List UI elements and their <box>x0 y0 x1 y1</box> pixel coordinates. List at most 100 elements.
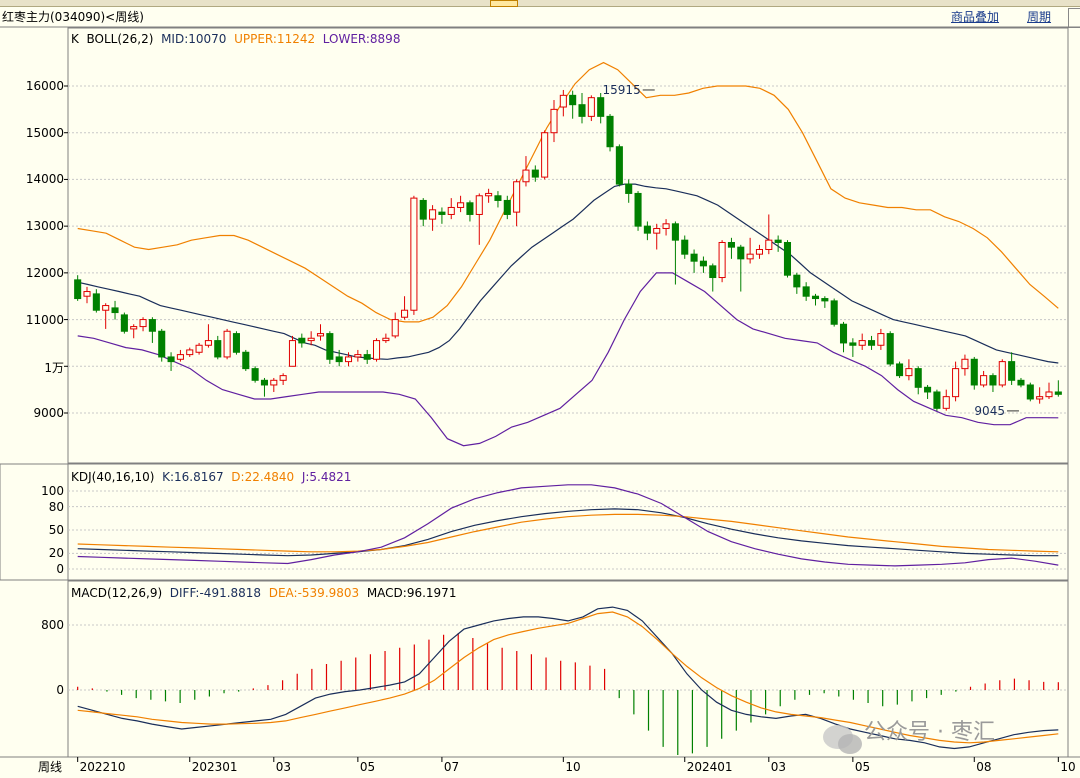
candle-down <box>690 253 698 262</box>
legend-lower: LOWER:8898 <box>322 32 401 46</box>
candle-down <box>615 146 623 185</box>
candle-down <box>737 246 745 260</box>
candle-down <box>989 375 997 386</box>
candle-up <box>391 319 399 337</box>
watermark-text: 公众号 · 枣汇 <box>864 720 995 745</box>
candle-up <box>998 361 1006 386</box>
legend-prefix: K <box>71 32 79 46</box>
candle-down <box>625 183 633 194</box>
legend-diff: DIFF:-491.8818 <box>169 586 262 600</box>
candle-down <box>569 94 577 106</box>
kdj-y-tick-label: 0 <box>56 562 64 576</box>
candle-down <box>597 97 605 117</box>
candle-down <box>326 333 334 360</box>
candle-down <box>634 192 642 227</box>
candle-down <box>606 115 614 148</box>
candle-up <box>401 309 409 318</box>
candle-down <box>783 241 792 276</box>
legend-kdj: KDJ(40,16,10) <box>71 470 155 484</box>
main-y-tick-label: 9000 <box>33 406 64 420</box>
legend-macd-value: MACD:96.1971 <box>366 586 457 600</box>
candle-down <box>924 386 932 393</box>
candle-up <box>755 249 763 255</box>
candle-down <box>933 391 941 409</box>
candle-down <box>419 199 427 220</box>
candle-down <box>494 195 502 201</box>
candle-down <box>438 211 446 215</box>
candle-up <box>429 209 437 220</box>
toolbar-tab-strip <box>0 0 1080 7</box>
candle-up <box>485 192 493 197</box>
candle-down <box>811 295 820 300</box>
x-tick-label: 10 <box>565 760 581 774</box>
main-y-tick-label: 16000 <box>25 79 64 93</box>
candle-down <box>363 354 371 360</box>
legend-upper: UPPER:11242 <box>234 32 316 46</box>
candle-up <box>373 340 381 360</box>
macd-dea-line <box>77 611 1059 744</box>
kdj-y-tick-label: 50 <box>48 523 64 537</box>
macd-diff-line <box>77 606 1059 750</box>
candle-up <box>961 358 969 370</box>
candle-down <box>466 202 474 215</box>
legend-dea: DEA:-539.9803 <box>268 586 360 600</box>
macd-series <box>77 606 1059 755</box>
kdj-y-tick-label: 80 <box>48 499 64 514</box>
macd-y-tick-label: 800 <box>41 618 64 632</box>
candle-down <box>1017 379 1025 386</box>
candle-down <box>671 223 679 241</box>
candle-up <box>382 337 390 342</box>
candle-up <box>513 181 521 213</box>
kdj-y-tick-label: 100 <box>41 484 64 498</box>
panel-frame <box>67 27 1069 464</box>
candle-up <box>475 195 483 215</box>
boll-upper-line <box>77 61 1059 323</box>
candle-up <box>204 340 212 346</box>
wechat-logo-icon-bubble <box>838 734 862 754</box>
candle-down <box>531 169 539 178</box>
legend-d: D:22.4840 <box>231 470 295 484</box>
period-link[interactable]: 周期 <box>1027 10 1052 24</box>
candle-up <box>559 94 567 108</box>
candle-up <box>139 319 147 328</box>
candle-down <box>503 199 511 215</box>
main-y-tick-label: 14000 <box>25 172 64 187</box>
x-tick-label: 07 <box>443 760 460 774</box>
candle-up <box>130 326 138 330</box>
candle-down <box>793 274 801 288</box>
x-tick-label: 10 <box>1060 760 1076 774</box>
candle-down <box>643 225 651 234</box>
main-y-tick-label: 11000 <box>25 312 64 327</box>
candle-down <box>1026 384 1034 400</box>
kdj-j-line <box>77 484 1059 567</box>
candle-up <box>980 375 988 386</box>
boll-lower-line <box>77 272 1059 447</box>
legend-mid: MID:10070 <box>161 32 227 46</box>
candle-down <box>709 265 717 279</box>
candle-up <box>288 340 297 367</box>
candle-up <box>307 337 315 342</box>
boll-bands <box>77 61 1059 447</box>
candle-up <box>83 291 91 297</box>
x-tick-label: 202401 <box>686 760 733 774</box>
candle-up <box>447 206 455 215</box>
candle-down <box>1008 361 1016 381</box>
candle-down <box>839 323 848 344</box>
macd-y-tick-label: 0 <box>56 683 64 697</box>
kdj-lines <box>77 484 1059 567</box>
overlay-commodity-link[interactable]: 商品叠加 <box>951 10 1000 24</box>
candle-up <box>410 197 418 311</box>
kdj-legend: KDJ(40,16,10) K:16.8167 D:22.4840 J:5.48… <box>71 470 351 484</box>
boll-mid-line <box>77 183 1059 364</box>
candle-down <box>578 104 586 117</box>
candle-up <box>195 344 203 353</box>
candle-down <box>896 363 904 377</box>
candle-up <box>662 223 670 229</box>
candle-down <box>681 239 689 255</box>
candle-up <box>1045 391 1053 398</box>
candle-down <box>251 368 259 381</box>
kdj-y-tick-label: 20 <box>48 546 64 561</box>
toolbar-button[interactable] <box>490 0 518 7</box>
